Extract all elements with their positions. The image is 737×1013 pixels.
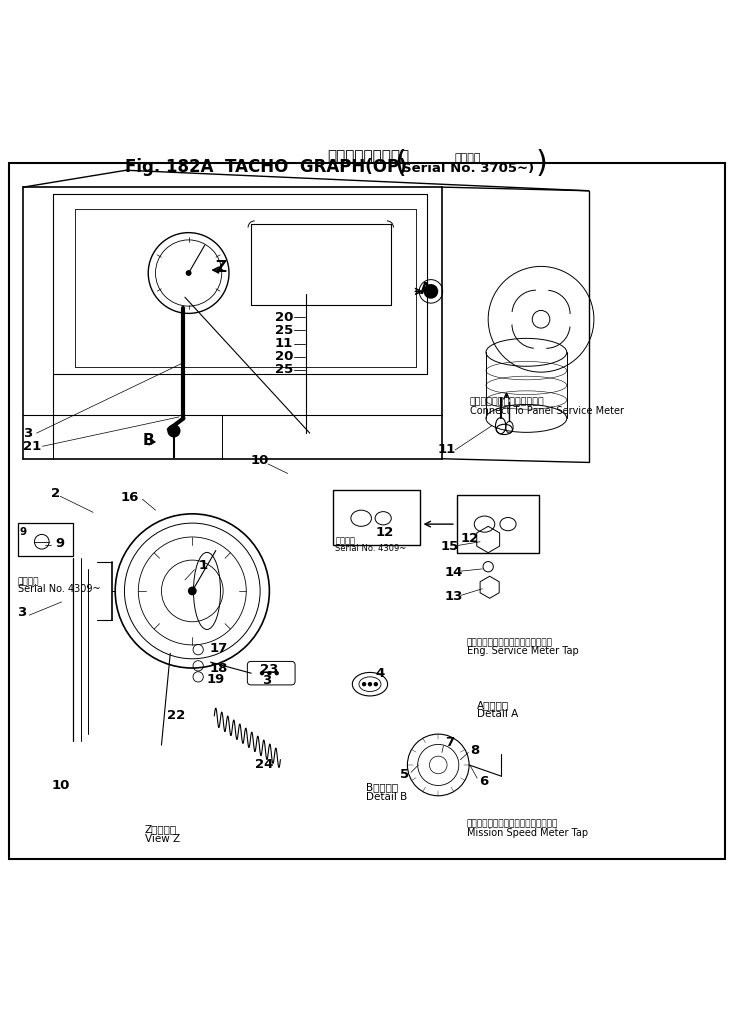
Text: 12: 12 <box>376 526 394 539</box>
Circle shape <box>260 671 265 676</box>
Text: パネルサービスメータへ接続: パネルサービスメータへ接続 <box>469 397 545 406</box>
Text: 3: 3 <box>262 674 271 687</box>
Text: 21: 21 <box>24 440 42 453</box>
Text: ミッションスピードメータ取り出し口: ミッションスピードメータ取り出し口 <box>467 820 558 829</box>
Circle shape <box>268 671 271 676</box>
Text: A: A <box>420 282 432 297</box>
Text: 9: 9 <box>55 537 64 550</box>
Circle shape <box>362 682 366 687</box>
Text: 11: 11 <box>438 444 455 457</box>
Text: ): ) <box>535 149 547 178</box>
Text: Serial No. 3705~): Serial No. 3705~) <box>402 162 534 175</box>
Text: 5: 5 <box>400 768 410 781</box>
Text: 20: 20 <box>274 350 293 364</box>
Text: 22: 22 <box>167 709 185 722</box>
Text: Connect To Panel Service Meter: Connect To Panel Service Meter <box>469 406 624 416</box>
Text: 6: 6 <box>478 775 488 788</box>
Text: 3: 3 <box>18 607 27 620</box>
Text: 20: 20 <box>274 311 293 323</box>
Text: 4: 4 <box>376 668 385 681</box>
Text: 18: 18 <box>209 661 228 675</box>
Circle shape <box>368 682 372 687</box>
Text: エンジンサービスメータ取り出し口: エンジンサービスメータ取り出し口 <box>467 638 553 647</box>
Bar <box>333 490 420 545</box>
Text: 適用号機: 適用号機 <box>18 576 39 586</box>
Text: 13: 13 <box>445 591 464 604</box>
Text: 17: 17 <box>209 642 228 655</box>
Text: Eng. Service Meter Tap: Eng. Service Meter Tap <box>467 646 579 656</box>
Text: 24: 24 <box>255 759 273 772</box>
Text: 7: 7 <box>445 736 454 750</box>
Text: 10: 10 <box>52 779 70 792</box>
Text: View Z: View Z <box>144 834 180 844</box>
Text: 14: 14 <box>445 566 464 579</box>
Text: Serial No. 4309~: Serial No. 4309~ <box>335 544 407 553</box>
Text: タ　コ　グ　ラ　フ: タ コ グ ラ フ <box>327 149 410 164</box>
Circle shape <box>532 310 550 328</box>
Text: 23: 23 <box>260 663 278 676</box>
Text: 16: 16 <box>120 491 139 504</box>
Text: Detail A: Detail A <box>477 709 518 719</box>
Bar <box>457 495 539 553</box>
Text: 10: 10 <box>251 455 270 467</box>
Text: Serial No. 4309~: Serial No. 4309~ <box>18 585 100 595</box>
Circle shape <box>186 270 192 276</box>
Text: 適用号機: 適用号機 <box>335 537 355 546</box>
Text: (: ( <box>395 149 407 178</box>
Text: Detail B: Detail B <box>366 791 407 801</box>
Text: B: B <box>142 433 154 448</box>
Text: 25: 25 <box>274 324 293 336</box>
Circle shape <box>374 682 378 687</box>
Bar <box>18 524 73 556</box>
Text: 8: 8 <box>469 744 479 757</box>
Text: 2: 2 <box>52 487 60 499</box>
Circle shape <box>274 671 279 676</box>
Text: 9: 9 <box>20 527 27 537</box>
Text: 適用号機: 適用号機 <box>455 154 481 163</box>
Text: 11: 11 <box>274 337 293 350</box>
Text: 3: 3 <box>24 426 32 440</box>
Text: 25: 25 <box>274 364 293 377</box>
Text: A　詳　細: A 詳 細 <box>477 700 509 710</box>
Text: Z: Z <box>216 259 227 275</box>
Text: Fig. 182A  TACHO  GRAPH(OP): Fig. 182A TACHO GRAPH(OP) <box>125 158 407 175</box>
Text: 15: 15 <box>441 540 458 553</box>
Text: 1: 1 <box>198 559 207 571</box>
Circle shape <box>424 284 439 299</box>
Circle shape <box>188 587 197 596</box>
Text: Z　矢　視: Z 矢 視 <box>144 825 177 835</box>
Text: Mission Speed Meter Tap: Mission Speed Meter Tap <box>467 829 588 838</box>
Circle shape <box>167 424 181 438</box>
Text: 19: 19 <box>207 673 226 686</box>
Text: B　詳　細: B 詳 細 <box>366 782 398 792</box>
Text: 12: 12 <box>461 532 478 545</box>
